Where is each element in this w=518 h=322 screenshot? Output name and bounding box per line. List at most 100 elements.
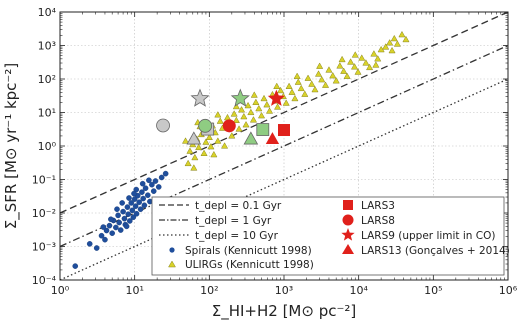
x-tick-label: 10¹ xyxy=(125,284,143,297)
ulirg-point xyxy=(190,164,198,171)
ulirg-point xyxy=(232,116,240,123)
legend-spirals-text: Spirals (Kennicutt 1998) xyxy=(185,245,312,257)
legend-lars9-marker xyxy=(341,228,355,241)
spiral-point xyxy=(124,204,131,210)
ulirg-point xyxy=(242,120,250,128)
ulirg-point xyxy=(332,77,340,84)
ulirg-point xyxy=(311,85,319,93)
legend-lars13-text: LARS13 (Gonçalves + 2014) xyxy=(361,245,510,257)
lars9-point xyxy=(230,88,250,107)
lars3-point xyxy=(278,124,290,137)
legend-lars3-text: LARS3 xyxy=(361,200,395,212)
ulirg-point xyxy=(301,90,309,97)
legend: t_depl = 0.1 Gyr t_depl = 1 Gyr t_depl =… xyxy=(151,196,510,276)
spiral-point xyxy=(100,224,107,230)
ulirg-point xyxy=(285,82,293,89)
ulirg-point xyxy=(200,149,208,156)
ulirg-point xyxy=(205,133,213,141)
spiral-point xyxy=(126,218,133,224)
ulirg-point xyxy=(273,82,281,89)
spiral-point xyxy=(102,236,108,243)
axis-ticks: 10⁰ 10¹ 10² 10³ 10⁴ 10⁵ 10⁶ 10⁻⁴ 10⁻³ 10⁻² 10⁻¹ 10⁰… xyxy=(32,6,518,297)
x-tick-label: 10⁴ xyxy=(349,284,368,297)
ulirg-point xyxy=(325,66,333,73)
lars9-point xyxy=(267,89,285,106)
ulirg-point xyxy=(398,30,406,38)
ulirg-point xyxy=(181,137,190,144)
spiral-point xyxy=(140,195,146,202)
spiral-point xyxy=(106,222,113,229)
spiral-point xyxy=(126,195,132,201)
spiral-point xyxy=(109,230,115,236)
ulirg-point xyxy=(308,80,316,87)
spiral-point xyxy=(120,208,126,215)
ulirg-point xyxy=(402,35,410,43)
spiral-point xyxy=(162,170,169,177)
ulirg-point xyxy=(314,70,323,77)
spiral-point xyxy=(132,203,139,209)
depletion-line xyxy=(60,78,508,280)
ulirg-point xyxy=(249,116,258,123)
ulirg-point xyxy=(350,63,359,70)
ulirg-point xyxy=(252,98,260,105)
x-tick-label: 10² xyxy=(200,284,218,297)
legend-lars8-marker xyxy=(342,214,354,226)
spiral-point xyxy=(130,214,137,220)
spiral-point xyxy=(98,232,105,239)
ulirg-point xyxy=(321,81,330,88)
lars9-point xyxy=(190,88,210,107)
spiral-point xyxy=(131,190,137,197)
spiral-point xyxy=(142,185,149,191)
ulirg-point xyxy=(230,110,238,117)
ulirg-point xyxy=(195,143,203,151)
ulirg-point xyxy=(343,72,351,79)
ulirg-point xyxy=(354,68,362,75)
ulirg-point xyxy=(362,59,370,66)
legend-box xyxy=(151,196,505,276)
legend-line1-text: t_depl = 0.1 Gyr xyxy=(195,200,282,212)
ulirg-point xyxy=(351,51,359,58)
legend-spirals-marker xyxy=(169,247,175,253)
ulirg-point xyxy=(366,63,374,71)
ulirg-point xyxy=(235,125,243,132)
legend-ulirgs-text: ULIRGs (Kennicutt 1998) xyxy=(185,259,314,271)
lars8-point xyxy=(198,118,213,133)
spiral-point xyxy=(128,200,135,206)
ulirg-point xyxy=(250,91,258,98)
depletion-lines xyxy=(60,12,508,280)
legend-lars13-marker xyxy=(342,244,354,254)
spiral-point xyxy=(136,199,142,206)
ulirg-point xyxy=(382,43,390,50)
spiral-point xyxy=(103,227,110,234)
ulirg-point xyxy=(297,84,305,92)
ulirg-point xyxy=(374,55,382,62)
legend-lars3-marker xyxy=(343,200,353,210)
ulirg-point xyxy=(393,40,401,47)
ulirg-point xyxy=(291,94,299,102)
legend-line2-text: t_depl = 1 Gyr xyxy=(195,215,272,227)
lars8-point xyxy=(222,119,236,133)
lars13-point xyxy=(186,131,202,145)
spiral-point xyxy=(137,206,144,212)
ulirg-point xyxy=(263,100,271,108)
ulirg-point xyxy=(316,62,324,69)
ulirg-point xyxy=(329,71,337,79)
spiral-point xyxy=(133,210,140,217)
spiral-point xyxy=(149,181,155,188)
data-points xyxy=(72,30,410,269)
ulirg-point xyxy=(257,111,266,119)
ulirg-point xyxy=(274,103,282,110)
depletion-line xyxy=(60,12,508,214)
y-tick-label: 10⁻¹ xyxy=(32,174,56,187)
ulirg-point xyxy=(214,137,222,144)
spiral-point xyxy=(146,177,152,184)
ulirg-point xyxy=(340,67,348,74)
lars8-point xyxy=(156,118,170,133)
y-tick-label: 10³ xyxy=(38,40,56,53)
ulirg-point xyxy=(265,107,274,114)
y-tick-label: 10¹ xyxy=(38,107,56,120)
depletion-line xyxy=(60,44,508,248)
lars3-point xyxy=(256,123,270,136)
spiral-point xyxy=(115,212,121,219)
